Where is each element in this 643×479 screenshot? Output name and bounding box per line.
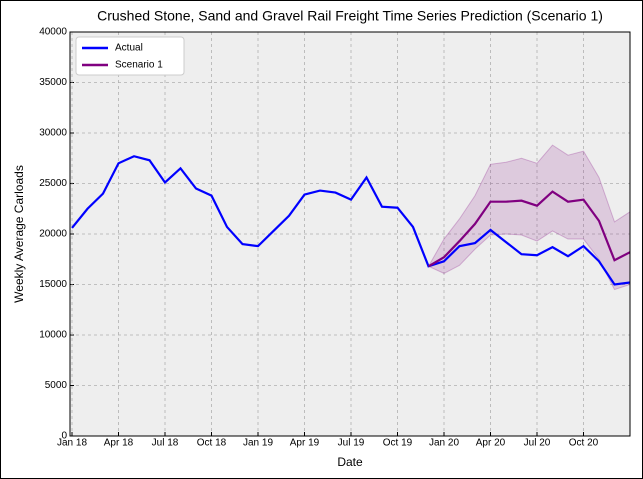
x-tick-label: Oct 18 (197, 438, 227, 449)
y-tick-label: 0 (61, 431, 67, 442)
x-axis-label: Date (337, 455, 363, 469)
x-tick-label: Apr 20 (476, 438, 506, 449)
y-tick-label: 25000 (39, 178, 67, 189)
x-tick-label: Jul 18 (152, 438, 179, 449)
y-axis-label: Weekly Average Carloads (12, 165, 26, 303)
y-tick-label: 5000 (45, 380, 68, 391)
x-tick-label: Jul 19 (338, 438, 365, 449)
plot-border (69, 31, 631, 437)
chart-title: Crushed Stone, Sand and Gravel Rail Frei… (97, 8, 603, 24)
series-line (427, 190, 631, 268)
legend-label: Actual (115, 43, 143, 54)
y-tick-label: 20000 (39, 229, 67, 240)
y-tick-label: 40000 (39, 27, 67, 38)
x-tick-label: Jul 20 (524, 438, 551, 449)
legend: Actual Scenario 1 (75, 36, 185, 76)
x-tick-label: Jan 20 (429, 438, 459, 449)
x-tick-label: Jan 18 (57, 438, 87, 449)
y-tick-label: 30000 (39, 128, 67, 139)
series-line (71, 155, 631, 286)
x-tick-label: Oct 19 (383, 438, 413, 449)
x-tick-label: Oct 20 (569, 438, 599, 449)
legend-label: Scenario 1 (115, 60, 163, 71)
x-tick-label: Jan 19 (243, 438, 273, 449)
y-tick-label: 10000 (39, 330, 67, 341)
x-tick-label: Apr 19 (290, 438, 320, 449)
y-tick-label: 35000 (39, 77, 67, 88)
x-tick-label: Apr 18 (104, 438, 134, 449)
y-tick-label: 15000 (39, 279, 67, 290)
